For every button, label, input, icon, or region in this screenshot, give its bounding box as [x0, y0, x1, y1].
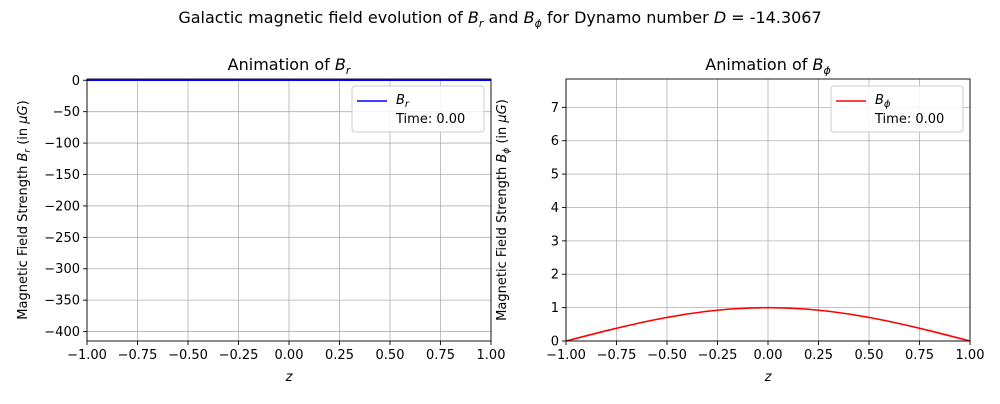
x-tick-label: −0.25: [698, 348, 738, 363]
y-tick-label: 7: [551, 101, 559, 116]
y-tick-label: −350: [44, 294, 80, 309]
panel-title: Animation of Br: [228, 55, 352, 77]
y-tick-label: 0: [551, 335, 559, 350]
x-tick-label: 0.00: [754, 348, 783, 363]
y-tick-label: −50: [53, 105, 80, 120]
y-axis-label: Magnetic Field Strength Br (in μG): [16, 100, 33, 319]
x-tick-label: −0.75: [118, 348, 158, 363]
y-axis-label: Magnetic Field Strength Bϕ (in μG): [495, 99, 512, 321]
x-tick-label: 0.25: [804, 348, 833, 363]
y-tick-label: −100: [44, 137, 80, 152]
x-axis-label: z: [285, 370, 294, 385]
y-tick-label: −150: [44, 168, 80, 183]
x-tick-label: −0.50: [647, 348, 687, 363]
x-tick-label: 0.50: [376, 348, 405, 363]
x-tick-label: 0.50: [855, 348, 884, 363]
y-tick-label: 6: [551, 134, 559, 149]
x-axis-label: z: [764, 370, 773, 385]
panel-2: −1.00 −0.75 −0.50 −0.25 0.00 0.25 0.50 0.75 1.00…: [495, 55, 984, 385]
figure-suptitle: Galactic magnetic field evolution of Br …: [178, 8, 821, 30]
x-tick-label: −1.00: [67, 348, 107, 363]
x-tick-label: 0.25: [325, 348, 354, 363]
legend-box: [351, 85, 485, 133]
y-tick-label: 2: [551, 268, 559, 283]
legend-box: [830, 85, 964, 133]
x-tick-label: −1.00: [546, 348, 586, 363]
series-line-ϕ: [565, 306, 971, 342]
y-tick-label: 5: [551, 168, 559, 183]
legend-time: Time: 0.00: [874, 112, 944, 127]
y-tick-label: −300: [44, 262, 80, 277]
legend-entry: Bϕ: [875, 93, 891, 110]
x-tick-label: 0.75: [905, 348, 934, 363]
panel-title: Animation of Bϕ: [705, 55, 830, 77]
x-tick-label: 0.75: [426, 348, 455, 363]
y-tick-label: −250: [44, 231, 80, 246]
y-tick-label: 3: [551, 234, 559, 249]
y-tick-label: 1: [551, 301, 559, 316]
legend: Bϕ Time: 0.00: [830, 85, 964, 133]
legend: Br Time: 0.00: [351, 85, 485, 133]
y-tick-label: −400: [44, 325, 80, 340]
y-tick-label: 0: [72, 74, 80, 89]
x-tick-label: −0.50: [168, 348, 208, 363]
x-tick-label: 1.00: [956, 348, 985, 363]
y-tick-label: −200: [44, 199, 80, 214]
x-tick-label: −0.25: [219, 348, 259, 363]
panel-1: −1.00 −0.75 −0.50 −0.25 0.00 0.25 0.50 0.75 1.00…: [16, 55, 505, 385]
y-tick-label: 4: [551, 201, 559, 216]
legend-entry: Br: [396, 93, 410, 110]
legend-time: Time: 0.00: [395, 112, 465, 127]
x-tick-label: −0.75: [597, 348, 637, 363]
x-tick-label: 0.00: [275, 348, 304, 363]
x-tick-label: 1.00: [477, 348, 506, 363]
